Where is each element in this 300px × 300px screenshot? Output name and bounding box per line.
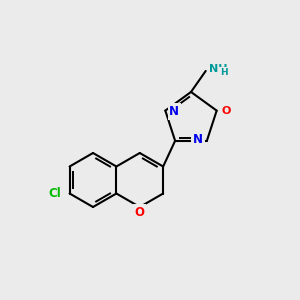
Text: N: N	[169, 105, 179, 118]
Text: H: H	[220, 68, 227, 77]
Text: O: O	[222, 106, 231, 116]
Text: O: O	[135, 206, 145, 218]
Text: NH: NH	[209, 64, 227, 74]
Text: Cl: Cl	[49, 187, 61, 200]
Text: N: N	[193, 133, 203, 146]
